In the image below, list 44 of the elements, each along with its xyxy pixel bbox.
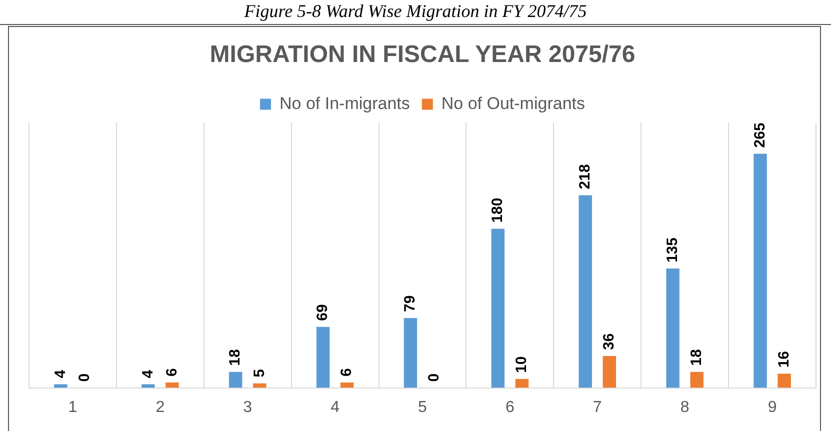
caption: Figure 5-8 Ward Wise Migration in FY 2074/75	[0, 0, 831, 25]
x-tick-label: 3	[243, 398, 252, 416]
data-label: 18	[226, 349, 244, 366]
data-label: 6	[338, 368, 356, 376]
bar	[778, 374, 791, 388]
bar	[515, 378, 529, 388]
bar	[228, 372, 242, 388]
data-label: 69	[314, 304, 332, 321]
data-label: 0	[76, 373, 93, 382]
x-tick-label: 7	[592, 398, 602, 416]
x-tick-label: 5	[418, 398, 428, 416]
bar	[491, 228, 505, 388]
x-tick-label: 9	[768, 398, 777, 416]
data-label: 218	[576, 164, 594, 190]
data-label: 265	[751, 122, 768, 148]
data-label: 10	[513, 356, 530, 373]
bar	[602, 356, 616, 388]
bar	[690, 372, 704, 388]
bar	[340, 382, 354, 388]
data-label: 0	[426, 373, 443, 382]
chart-title: MIGRATION IN FISCAL YEAR 2075/76	[210, 41, 636, 68]
data-label: 180	[489, 198, 506, 223]
data-label: 6	[163, 368, 180, 376]
data-label: 79	[402, 295, 419, 312]
bar	[404, 318, 418, 388]
bar	[666, 268, 680, 388]
data-label: 36	[600, 333, 618, 350]
x-tick-label: 1	[68, 398, 78, 416]
legend-label: No of In-migrants	[280, 94, 410, 113]
bar	[754, 154, 767, 388]
legend-label: No of Out-migrants	[441, 94, 585, 113]
data-label: 4	[139, 369, 156, 378]
bar	[578, 195, 592, 388]
data-label: 4	[52, 369, 69, 378]
x-tick-label: 4	[330, 398, 340, 416]
data-label: 5	[250, 369, 268, 378]
data-label: 16	[775, 350, 792, 368]
x-tick-label: 2	[156, 398, 165, 416]
data-label: 135	[664, 238, 681, 263]
bar	[316, 326, 330, 388]
x-tick-label: 8	[680, 398, 690, 416]
data-label: 18	[688, 349, 705, 366]
bar	[166, 382, 179, 388]
x-tick-label: 6	[505, 398, 514, 416]
